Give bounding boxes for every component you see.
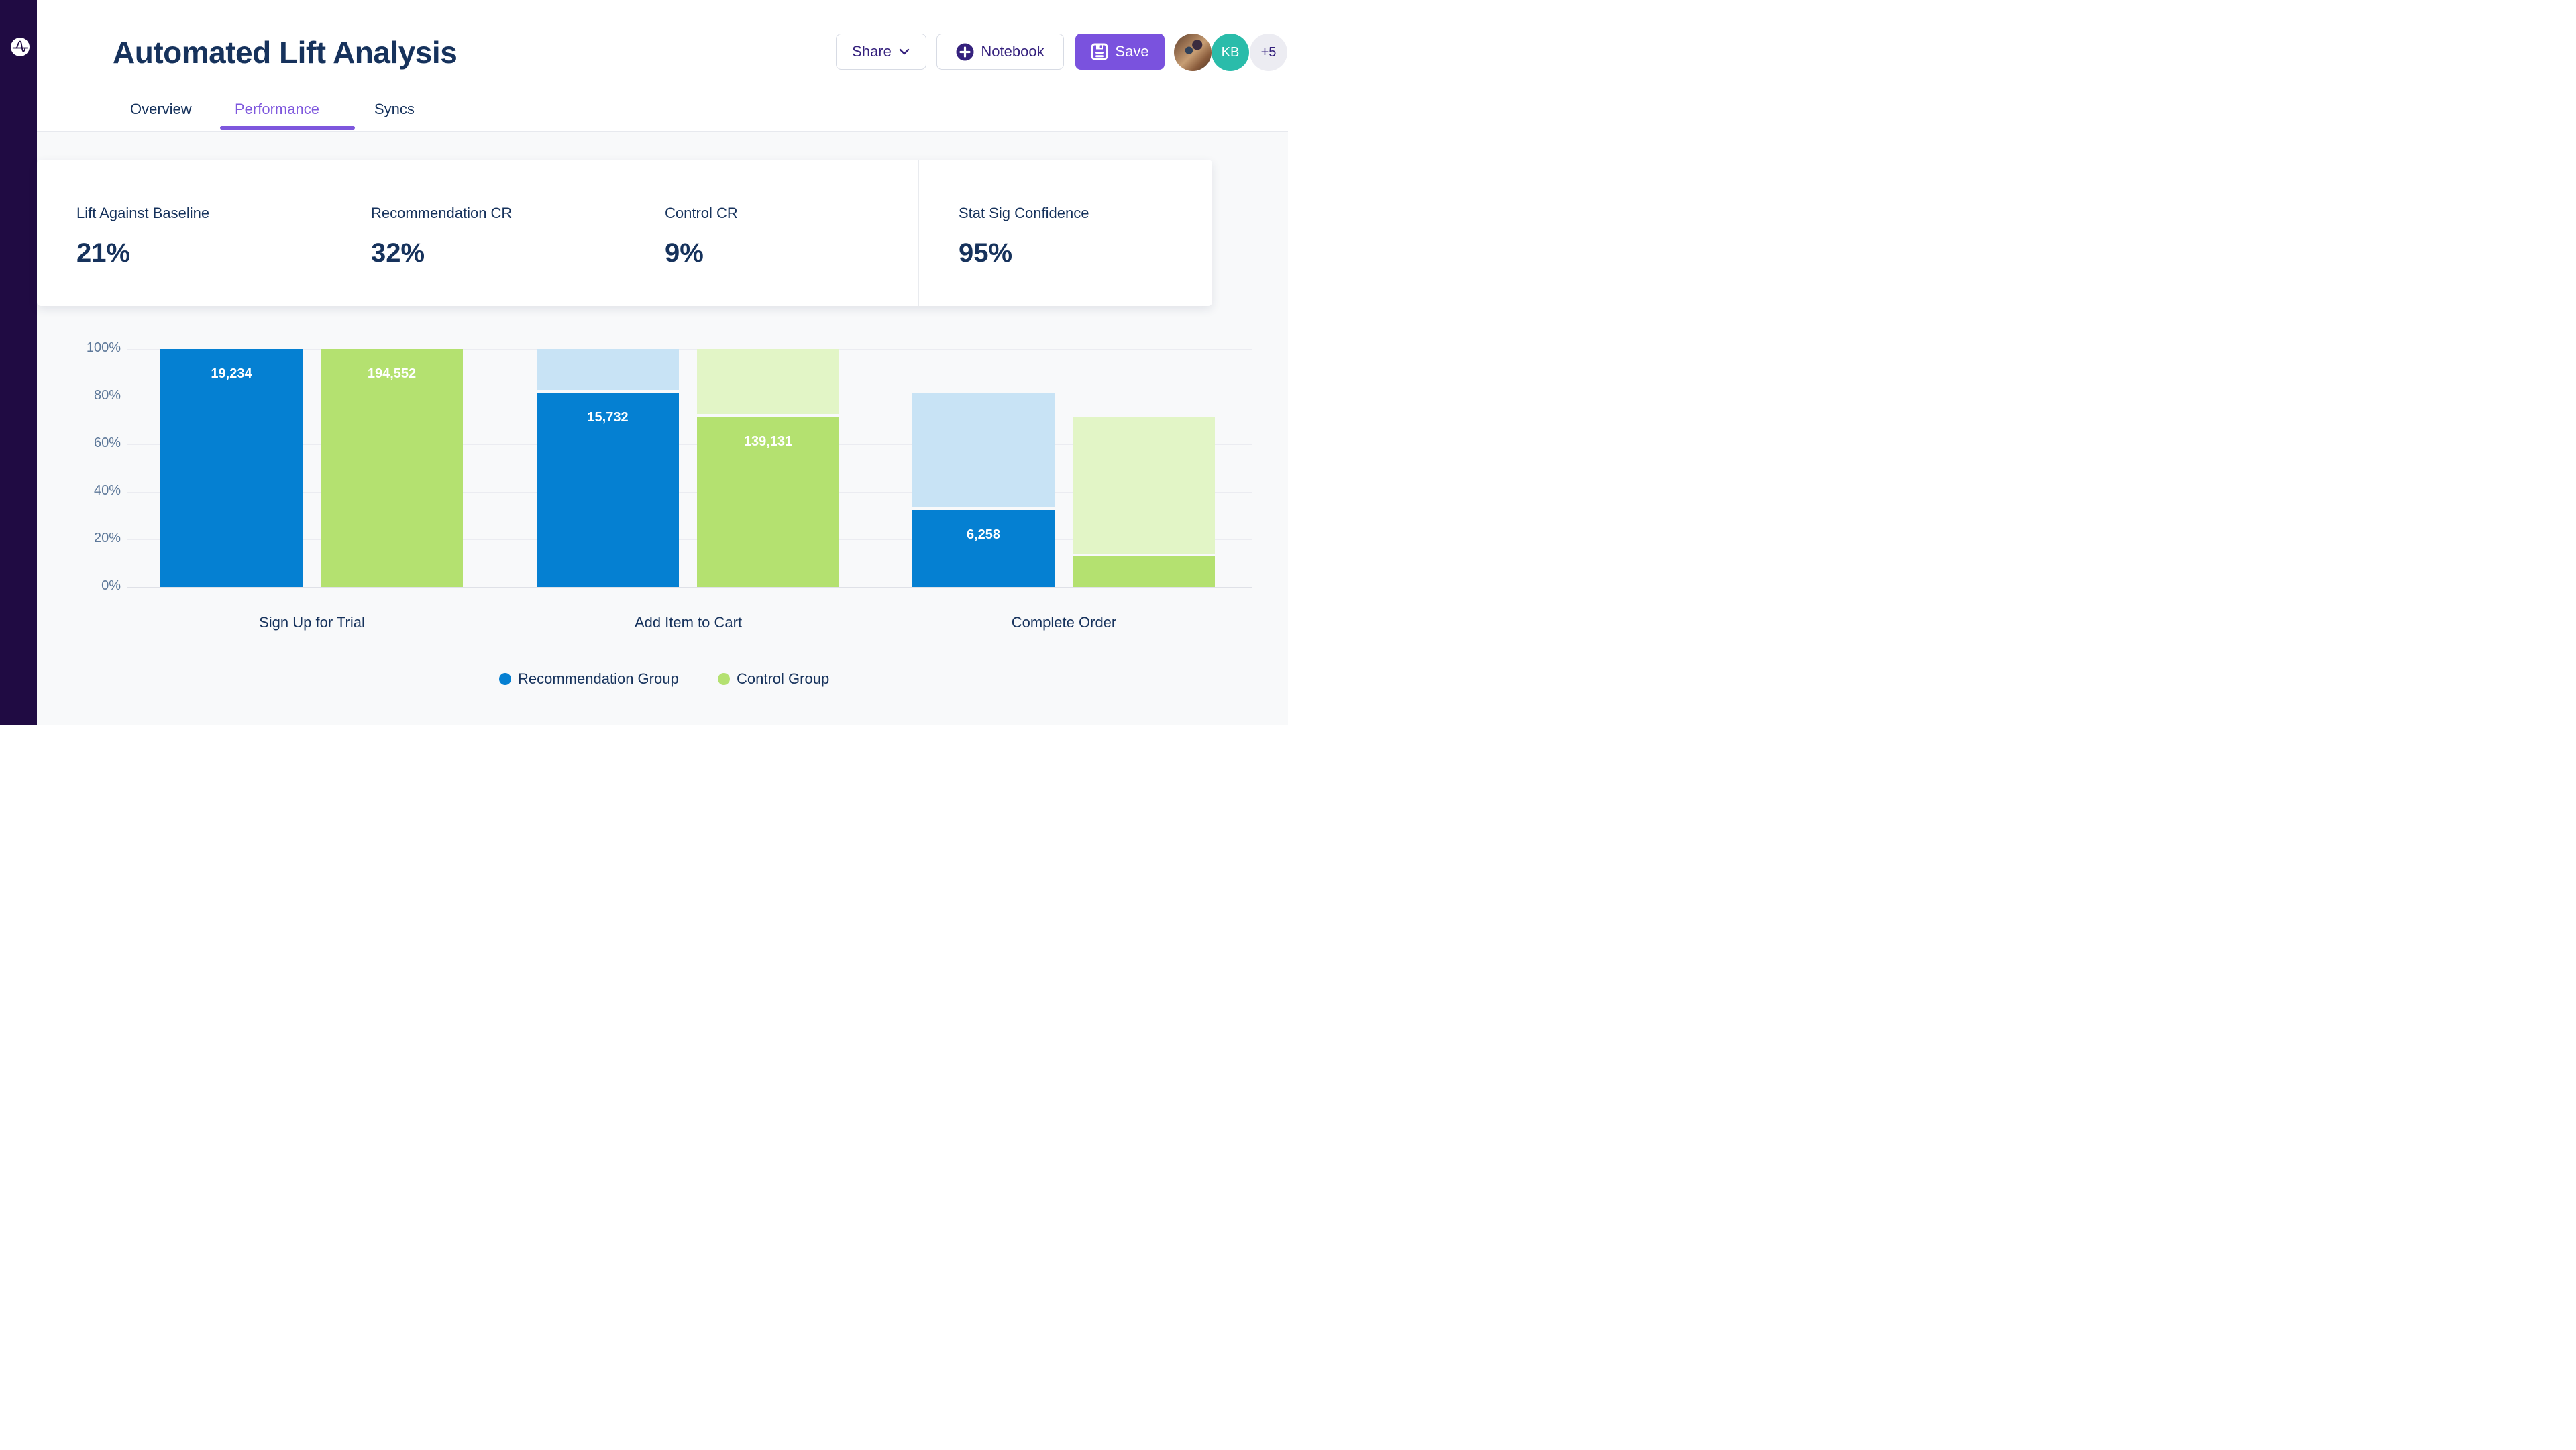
save-button[interactable]: Save (1075, 34, 1165, 70)
amplitude-logo[interactable] (11, 38, 30, 56)
legend-item[interactable]: Control Group (737, 670, 830, 687)
category-label: Complete Order (1011, 614, 1117, 631)
bar-value-label: 15,732 (587, 410, 629, 425)
active-tab-underline (220, 126, 355, 130)
legend-item[interactable]: Recommendation Group (518, 670, 679, 687)
bar-segment-dropoff[interactable] (697, 349, 839, 414)
gridline (127, 444, 1252, 445)
page-title: Automated Lift Analysis (113, 35, 458, 70)
stat-value: 21% (76, 238, 131, 268)
stat-label: Lift Against Baseline (76, 205, 210, 221)
bar-segment-solid[interactable] (697, 417, 839, 587)
y-tick-label: 80% (93, 388, 121, 403)
stat-value: 9% (665, 238, 704, 268)
stat-label: Control CR (665, 205, 738, 221)
bar-segment-solid[interactable] (912, 510, 1055, 587)
y-tick-label: 0% (101, 578, 121, 593)
bar-segment-solid[interactable] (321, 349, 463, 587)
stat-card-recommendation-cr: Recommendation CR 32% (331, 160, 625, 306)
stats-panel: Lift Against Baseline 21% Recommendation… (37, 160, 1212, 306)
category-label: Add Item to Cart (634, 614, 743, 631)
bar-segment-solid[interactable] (160, 349, 303, 587)
gridline (127, 539, 1252, 540)
stat-label: Stat Sig Confidence (959, 205, 1089, 221)
bar-segment-dropoff[interactable] (912, 393, 1055, 507)
save-button-label: Save (1115, 43, 1149, 60)
legend-swatch[interactable] (499, 673, 511, 685)
tab-performance[interactable]: Performance (235, 101, 319, 117)
gridline (127, 587, 1252, 588)
stat-card-lift: Lift Against Baseline 21% (37, 160, 331, 306)
plus-circle-icon (956, 43, 974, 60)
legend-swatch[interactable] (718, 673, 730, 685)
app-window: Automated Lift Analysis Overview Perform… (0, 0, 1288, 725)
bar-value-label: 194,552 (367, 366, 417, 381)
stat-value: 95% (959, 238, 1013, 268)
avatar-overflow-count[interactable]: +5 (1250, 34, 1287, 71)
share-button[interactable]: Share (836, 34, 926, 70)
bar-segment-dropoff[interactable] (537, 349, 679, 390)
save-floppy-icon (1091, 43, 1108, 60)
stat-label: Recommendation CR (371, 205, 513, 221)
chevron-down-icon (899, 48, 910, 55)
y-tick-label: 20% (93, 531, 121, 546)
sidebar (0, 0, 37, 725)
bar-value-label: 139,131 (743, 434, 793, 449)
user-avatar-kb[interactable]: KB (1212, 34, 1249, 71)
stat-value: 32% (371, 238, 425, 268)
notebook-button[interactable]: Notebook (936, 34, 1064, 70)
category-label: Sign Up for Trial (259, 614, 365, 631)
notebook-button-label: Notebook (981, 43, 1044, 60)
bar-value-label: 19,234 (211, 366, 252, 381)
bar-segment-dropoff[interactable] (1073, 417, 1215, 554)
header: Automated Lift Analysis Overview Perform… (37, 0, 1288, 131)
bar-value-label: 6,258 (966, 527, 1001, 542)
gridline (127, 349, 1252, 350)
tab-overview[interactable]: Overview (130, 101, 192, 117)
bar-segment-solid[interactable] (1073, 556, 1215, 587)
gridline (127, 492, 1252, 493)
amplitude-wave-icon (12, 40, 28, 52)
y-tick-label: 60% (93, 435, 121, 450)
funnel-bar-chart: 100% 80% 60% 40% 20% 0% 19,234 194,552 Sign Up f… (37, 132, 1288, 725)
stat-card-stat-sig: Stat Sig Confidence 95% (918, 160, 1212, 306)
tab-syncs[interactable]: Syncs (374, 101, 415, 117)
share-button-label: Share (852, 43, 892, 60)
y-tick-label: 40% (93, 483, 121, 498)
y-tick-label: 100% (86, 340, 121, 355)
user-avatar-photo[interactable] (1174, 34, 1212, 71)
stat-card-control-cr: Control CR 9% (625, 160, 918, 306)
bar-segment-solid[interactable] (537, 393, 679, 587)
header-divider (37, 131, 1288, 132)
